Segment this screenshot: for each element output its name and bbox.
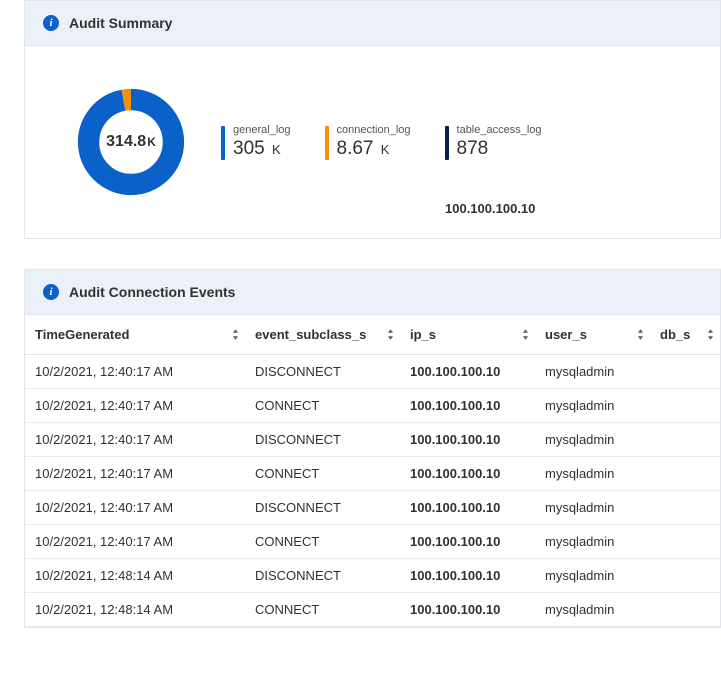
table-cell: 10/2/2021, 12:40:17 AM <box>25 389 245 423</box>
table-cell: 100.100.100.10 <box>400 457 535 491</box>
table-row[interactable]: 10/2/2021, 12:40:17 AMCONNECT100.100.100… <box>25 457 720 491</box>
table-cell: 100.100.100.10 <box>400 355 535 389</box>
stat-bar <box>445 126 449 160</box>
table-cell: DISCONNECT <box>245 491 400 525</box>
table-cell <box>650 559 720 593</box>
sort-icon[interactable] <box>232 329 239 340</box>
table-cell: mysqladmin <box>535 559 650 593</box>
table-cell: 10/2/2021, 12:48:14 AM <box>25 559 245 593</box>
table-cell: CONNECT <box>245 389 400 423</box>
table-row[interactable]: 10/2/2021, 12:40:17 AMCONNECT100.100.100… <box>25 525 720 559</box>
table-cell <box>650 457 720 491</box>
table-cell <box>650 389 720 423</box>
stat-bar <box>221 126 225 160</box>
sort-icon[interactable] <box>707 329 714 340</box>
table-cell: CONNECT <box>245 457 400 491</box>
audit-summary-body: 314.8K general_log 305 K connection_log … <box>24 46 721 239</box>
donut-center-value: 314.8K <box>75 86 187 198</box>
stat-value: 8.67 K <box>337 138 411 160</box>
table-cell: mysqladmin <box>535 389 650 423</box>
table-row[interactable]: 10/2/2021, 12:40:17 AMDISCONNECT100.100.… <box>25 423 720 457</box>
col-header-event-subclass[interactable]: event_subclass_s <box>245 315 400 355</box>
table-row[interactable]: 10/2/2021, 12:40:17 AMCONNECT100.100.100… <box>25 389 720 423</box>
sort-icon[interactable] <box>637 329 644 340</box>
table-cell <box>650 593 720 627</box>
col-header-user[interactable]: user_s <box>535 315 650 355</box>
table-cell: 100.100.100.10 <box>400 389 535 423</box>
info-icon: i <box>43 284 59 300</box>
table-cell: DISCONNECT <box>245 423 400 457</box>
table-cell: mysqladmin <box>535 491 650 525</box>
table-cell: mysqladmin <box>535 525 650 559</box>
audit-summary-header: i Audit Summary <box>24 0 721 46</box>
table-cell: mysqladmin <box>535 457 650 491</box>
audit-summary-title: Audit Summary <box>69 15 172 31</box>
audit-events-body: TimeGenerated event_subclass_s ip_s user… <box>24 315 721 628</box>
table-cell: mysqladmin <box>535 355 650 389</box>
table-cell: 100.100.100.10 <box>400 593 535 627</box>
info-icon: i <box>43 15 59 31</box>
sort-icon[interactable] <box>522 329 529 340</box>
summary-donut-chart: 314.8K <box>75 86 187 198</box>
stat-label: table_access_log <box>457 124 542 136</box>
table-cell: 10/2/2021, 12:40:17 AM <box>25 423 245 457</box>
table-cell <box>650 355 720 389</box>
stat-general-log: general_log 305 K <box>221 124 291 160</box>
table-cell <box>650 525 720 559</box>
col-header-timegenerated[interactable]: TimeGenerated <box>25 315 245 355</box>
stat-label: general_log <box>233 124 291 136</box>
table-cell: 100.100.100.10 <box>400 559 535 593</box>
table-cell: 100.100.100.10 <box>400 491 535 525</box>
stat-value: 878 <box>457 138 542 160</box>
stat-label: connection_log <box>337 124 411 136</box>
table-row[interactable]: 10/2/2021, 12:48:14 AMDISCONNECT100.100.… <box>25 559 720 593</box>
stat-bar <box>325 126 329 160</box>
stat-connection-log: connection_log 8.67 K <box>325 124 411 160</box>
table-cell: DISCONNECT <box>245 355 400 389</box>
table-cell <box>650 491 720 525</box>
table-cell: 10/2/2021, 12:40:17 AM <box>25 525 245 559</box>
table-cell: CONNECT <box>245 525 400 559</box>
sort-icon[interactable] <box>387 329 394 340</box>
audit-events-header: i Audit Connection Events <box>24 269 721 315</box>
table-cell: 100.100.100.10 <box>400 423 535 457</box>
table-cell <box>650 423 720 457</box>
table-cell: 10/2/2021, 12:40:17 AM <box>25 457 245 491</box>
events-table: TimeGenerated event_subclass_s ip_s user… <box>25 315 720 627</box>
col-header-ip[interactable]: ip_s <box>400 315 535 355</box>
table-cell: mysqladmin <box>535 593 650 627</box>
stat-value: 305 K <box>233 138 291 160</box>
table-cell: DISCONNECT <box>245 559 400 593</box>
table-row[interactable]: 10/2/2021, 12:40:17 AMDISCONNECT100.100.… <box>25 355 720 389</box>
table-cell: 10/2/2021, 12:40:17 AM <box>25 491 245 525</box>
table-row[interactable]: 10/2/2021, 12:48:14 AMCONNECT100.100.100… <box>25 593 720 627</box>
audit-events-title: Audit Connection Events <box>69 284 235 300</box>
stat-table-access-log: table_access_log 878 <box>445 124 542 160</box>
col-header-db[interactable]: db_s <box>650 315 720 355</box>
summary-ip-text: 100.100.100.10 <box>445 201 535 216</box>
table-cell: CONNECT <box>245 593 400 627</box>
table-cell: mysqladmin <box>535 423 650 457</box>
table-row[interactable]: 10/2/2021, 12:40:17 AMDISCONNECT100.100.… <box>25 491 720 525</box>
table-cell: 100.100.100.10 <box>400 525 535 559</box>
table-cell: 10/2/2021, 12:40:17 AM <box>25 355 245 389</box>
table-cell: 10/2/2021, 12:48:14 AM <box>25 593 245 627</box>
